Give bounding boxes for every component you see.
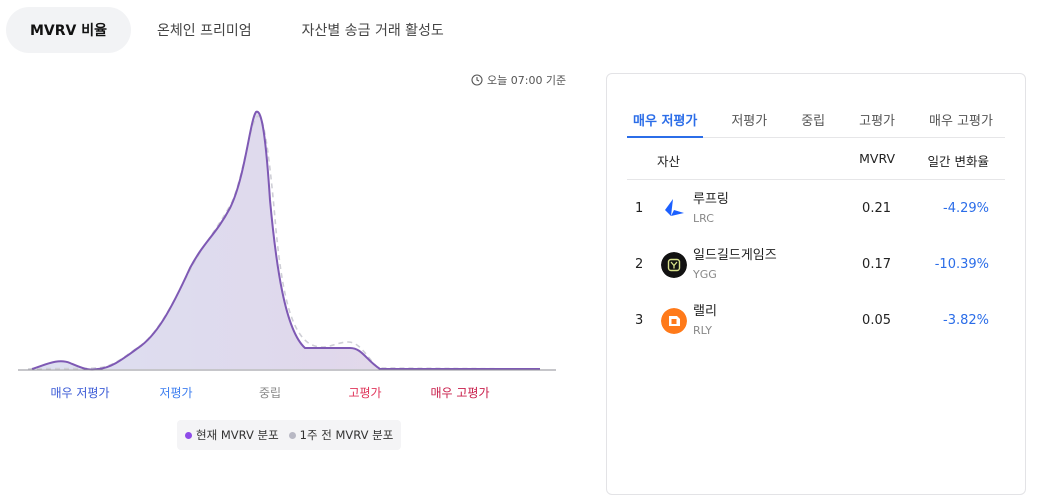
legend-dot-previous xyxy=(288,431,296,439)
legend-label-previous: 1주 전 MVRV 분포 xyxy=(299,428,394,442)
rally-icon xyxy=(661,308,687,334)
tab-transfer-activity[interactable]: 자산별 송금 거래 활성도 xyxy=(301,23,444,39)
legend-current[interactable]: 현재 MVRV 분포 xyxy=(185,427,279,443)
asset-mvrv: 0.17 xyxy=(862,257,891,272)
timestamp-text: 오늘 07:00 기준 xyxy=(487,74,567,87)
column-mvrv[interactable]: MVRV xyxy=(859,151,895,166)
x-axis-labels: 매우 저평가 저평가 중립 고평가 매우 고평가 xyxy=(0,384,560,402)
column-asset: 자산 xyxy=(657,154,681,169)
clock-icon xyxy=(471,74,483,86)
tab-overvalued[interactable]: 고평가 xyxy=(859,114,896,129)
chart-legend: 현재 MVRV 분포 1주 전 MVRV 분포 xyxy=(177,420,402,450)
row-rank: 1 xyxy=(635,201,644,216)
asset-ticker: RLY xyxy=(693,324,713,337)
table-row[interactable]: 3 랠리 RLY 0.05 -3.82% xyxy=(627,292,1005,348)
tab-neutral[interactable]: 중립 xyxy=(801,114,826,129)
loopring-icon xyxy=(665,199,684,216)
asset-ticker: LRC xyxy=(693,212,714,225)
table-row[interactable]: 2 일드길드게임즈 YGG 0.17 -10.39% xyxy=(627,236,1005,292)
legend-dot-current xyxy=(185,431,192,439)
valuation-tabs: 매우 저평가 저평가 중립 고평가 매우 고평가 xyxy=(627,102,1005,138)
asset-daily-change: -10.39% xyxy=(934,257,989,272)
asset-ticker: YGG xyxy=(693,268,717,281)
mvrv-distribution-chart xyxy=(0,90,560,390)
asset-mvrv: 0.05 xyxy=(862,313,891,328)
tab-very-undervalued[interactable]: 매우 저평가 xyxy=(627,102,704,138)
asset-ranking-panel: 매우 저평가 저평가 중립 고평가 매우 고평가 자산 MVRV 일간 변화율 … xyxy=(606,73,1026,495)
current-distribution-area xyxy=(32,111,540,370)
ygg-icon xyxy=(661,252,687,278)
x-label-undervalued: 저평가 xyxy=(159,386,193,400)
asset-table-body: 1 루프링 LRC 0.21 -4.29% 2 일드길드게임즈 YGG 0.17… xyxy=(627,180,1005,348)
asset-mvrv: 0.21 xyxy=(862,201,891,216)
row-rank: 3 xyxy=(635,313,644,328)
asset-name: 루프링 xyxy=(693,192,729,207)
tab-undervalued[interactable]: 저평가 xyxy=(731,114,768,129)
column-daily-change[interactable]: 일간 변화율 xyxy=(927,154,989,169)
row-rank: 2 xyxy=(635,257,644,272)
table-row[interactable]: 1 루프링 LRC 0.21 -4.29% xyxy=(627,180,1005,236)
timestamp: 오늘 07:00 기준 xyxy=(471,72,566,88)
x-label-very-undervalued: 매우 저평가 xyxy=(50,386,110,400)
top-tabs: MVRV 비율 온체인 프리미엄 자산별 송금 거래 활성도 xyxy=(6,7,470,53)
asset-daily-change: -4.29% xyxy=(943,201,989,216)
x-label-overvalued: 고평가 xyxy=(348,386,382,400)
asset-daily-change: -3.82% xyxy=(943,313,989,328)
x-label-very-overvalued: 매우 고평가 xyxy=(430,386,490,400)
tab-very-overvalued[interactable]: 매우 고평가 xyxy=(929,114,993,129)
asset-name: 일드길드게임즈 xyxy=(693,248,777,263)
tab-mvrv-ratio[interactable]: MVRV 비율 xyxy=(6,7,132,53)
legend-label-current: 현재 MVRV 분포 xyxy=(196,428,279,442)
asset-name: 랠리 xyxy=(693,304,717,319)
x-label-neutral: 중립 xyxy=(258,386,282,400)
table-header: 자산 MVRV 일간 변화율 xyxy=(627,138,1005,180)
tab-onchain-premium[interactable]: 온체인 프리미엄 xyxy=(157,23,252,39)
legend-previous-week[interactable]: 1주 전 MVRV 분포 xyxy=(288,427,394,443)
